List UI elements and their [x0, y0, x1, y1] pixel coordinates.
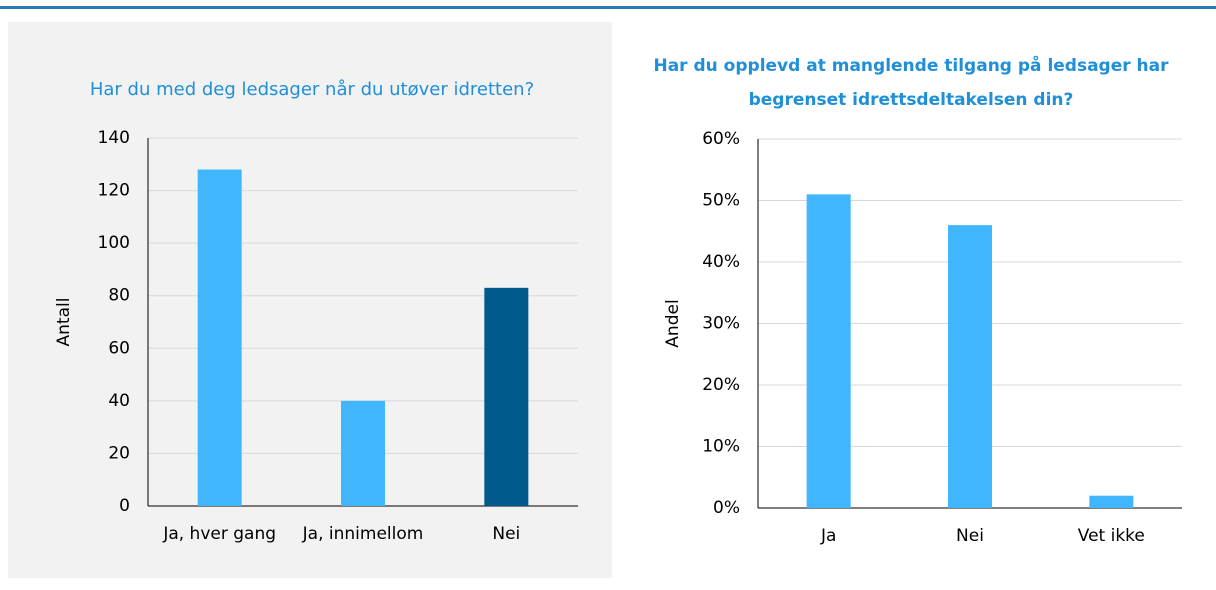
x-tick-label: Vet ikke	[1078, 526, 1145, 546]
header-rule	[0, 6, 1216, 9]
bar	[484, 287, 529, 506]
y-tick-label: 20	[108, 443, 130, 463]
bar	[197, 169, 242, 507]
bar	[341, 400, 385, 506]
chart-title: Har du opplevd at manglende tilgang på l…	[653, 54, 1169, 76]
y-axis-label: Antall	[54, 298, 74, 347]
x-tick-label: Ja	[820, 526, 836, 546]
y-tick-label: 50%	[702, 191, 740, 211]
bar	[806, 194, 851, 508]
x-tick-label: Nei	[492, 524, 520, 544]
bar	[1089, 495, 1134, 508]
bar	[948, 225, 992, 508]
y-tick-label: 20%	[702, 375, 740, 395]
y-tick-label: 140	[98, 128, 130, 148]
y-tick-label: 80	[108, 286, 130, 306]
y-tick-label: 60%	[702, 129, 740, 149]
y-tick-label: 10%	[702, 437, 740, 457]
x-tick-label: Ja, innimellom	[302, 524, 424, 544]
chart-title: begrenset idrettsdeltakelsen din?	[749, 90, 1074, 110]
y-tick-label: 40%	[702, 252, 740, 272]
y-axis-label: Andel	[663, 299, 683, 347]
chart-title: Har du med deg ledsager når du utøver id…	[90, 79, 534, 100]
y-tick-label: 40	[108, 391, 130, 411]
y-tick-label: 0	[119, 496, 130, 516]
y-tick-label: 60	[108, 338, 130, 358]
y-tick-label: 100	[98, 233, 130, 253]
y-tick-label: 0%	[713, 498, 740, 518]
y-tick-label: 120	[98, 181, 130, 201]
y-tick-label: 30%	[702, 314, 740, 334]
x-tick-label: Nei	[956, 526, 984, 546]
x-tick-label: Ja, hver gang	[162, 524, 276, 544]
